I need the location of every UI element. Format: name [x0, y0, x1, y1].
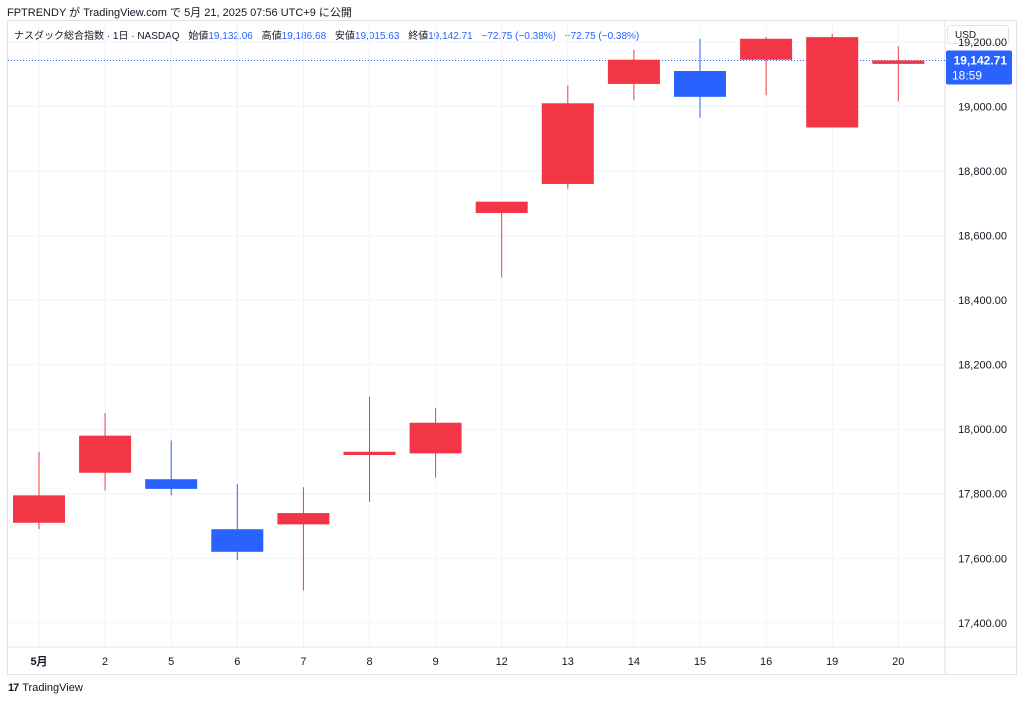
last-price-tag-price: 19,142.71 — [954, 53, 1008, 67]
tradingview-brand: TradingView — [22, 682, 83, 694]
candle-body[interactable] — [872, 60, 925, 64]
open-value: 19,132.06 — [208, 31, 253, 42]
x-tick-label: 9 — [433, 656, 439, 668]
change-value-2: −72.75 (−0.38%) — [564, 31, 640, 42]
candle-body[interactable] — [740, 38, 793, 60]
currency-button[interactable]: USD — [947, 25, 1009, 44]
candle-body[interactable] — [145, 479, 198, 489]
y-tick-label: 18,000.00 — [958, 424, 1007, 436]
candle-body[interactable] — [79, 435, 132, 473]
candle-body[interactable] — [13, 495, 65, 523]
low-label: 安値 — [334, 31, 355, 42]
candle-body[interactable] — [475, 201, 528, 213]
x-tick-label: 12 — [496, 656, 508, 668]
symbol-title[interactable]: ナスダック総合指数 · 1日 · NASDAQ — [14, 31, 180, 42]
last-price-tag-time: 18:59 — [952, 68, 982, 82]
vertical-grid — [38, 21, 899, 647]
low-value: 19,015.63 — [354, 31, 400, 42]
x-tick-label: 6 — [234, 656, 240, 668]
x-tick-label: 16 — [760, 656, 772, 668]
open-label: 始値 — [188, 31, 209, 42]
x-tick-label: 2 — [102, 656, 108, 668]
candles — [13, 33, 925, 591]
candle-body[interactable] — [343, 451, 396, 456]
change-value: −72.75 (−0.38%) — [481, 31, 556, 42]
x-tick-label: 14 — [628, 656, 640, 668]
candle-body[interactable] — [211, 529, 264, 552]
last-price-tag-bg — [946, 50, 1012, 85]
x-tick-label: 5 — [168, 656, 174, 668]
high-label: 高値 — [261, 31, 282, 42]
y-tick-label: 18,600.00 — [958, 231, 1007, 243]
y-tick-label: 17,800.00 — [958, 489, 1007, 501]
x-tick-label: 13 — [562, 656, 574, 668]
y-tick-label: 18,400.00 — [958, 295, 1007, 307]
tradingview-logo[interactable]: 17 TradingView — [8, 682, 83, 694]
price-axis[interactable]: 17,400.00 17,600.00 17,800.00 18,000.00 18,2… — [958, 37, 1007, 630]
publish-info: FPTRENDY が TradingView.com で 5月 21, 2025… — [7, 7, 352, 19]
y-tick-label: 17,600.00 — [958, 553, 1007, 565]
x-tick-label: 19 — [826, 656, 838, 668]
close-value: 19,142.71 — [428, 31, 473, 42]
candle-body[interactable] — [541, 103, 594, 184]
y-tick-label: 17,400.00 — [958, 618, 1007, 630]
candle-body[interactable] — [674, 71, 726, 97]
y-tick-label: 19,000.00 — [958, 102, 1007, 114]
y-tick-label: 18,800.00 — [958, 166, 1007, 178]
close-label: 終値 — [408, 31, 429, 42]
candle-body[interactable] — [409, 422, 462, 454]
y-tick-label: 18,200.00 — [958, 360, 1007, 372]
candle-body[interactable] — [806, 37, 859, 128]
time-axis[interactable]: 5月 2 5 6 7 8 9 12 13 14 15 16 19 20 — [30, 655, 904, 668]
chart-frame — [7, 20, 1017, 675]
x-tick-label: 20 — [892, 656, 904, 668]
tradingview-logo-icon: 17 — [8, 682, 19, 694]
last-price-tag: 19,142.71 18:59 — [946, 50, 1012, 85]
x-tick-label: 15 — [694, 656, 706, 668]
x-tick-label: 8 — [366, 656, 372, 668]
candle-body[interactable] — [607, 59, 660, 84]
x-tick-label: 5月 — [30, 655, 47, 668]
candle-body[interactable] — [277, 513, 330, 525]
horizontal-grid — [8, 41, 945, 624]
x-tick-label: 7 — [300, 656, 306, 668]
y-tick-label: 19,200.00 — [958, 37, 1007, 49]
